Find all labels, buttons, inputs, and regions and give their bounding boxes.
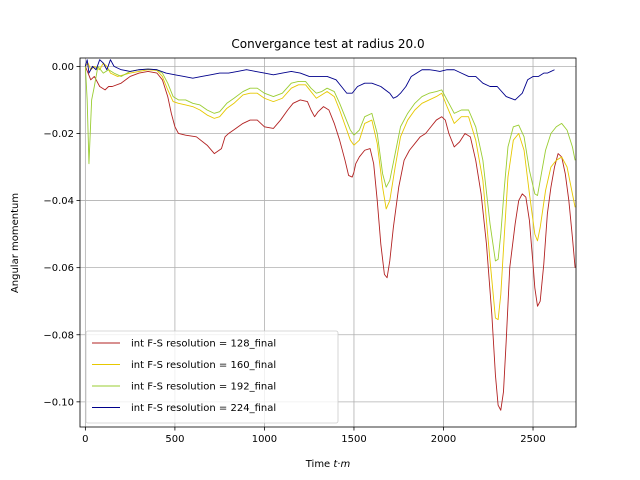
- x-axis-label-var-t: t: [333, 459, 338, 470]
- plot-frame: [79, 57, 577, 428]
- legend-label: int F-S resolution = 128_final: [131, 339, 276, 350]
- y-tick-label: −0.10: [43, 397, 74, 408]
- x-axis-label-var-m: m: [341, 459, 351, 470]
- y-axis-label: Angular momentum: [10, 193, 21, 293]
- legend-box: [85, 330, 339, 424]
- x-tick-label: 500: [165, 434, 184, 445]
- y-axis-ticks: 0.00 −0.02 −0.04 −0.06 −0.08 −0.10: [43, 62, 80, 408]
- y-tick-label: −0.04: [43, 196, 74, 207]
- series-line-4: [84, 59, 555, 101]
- legend-label: int F-S resolution = 192_final: [131, 382, 276, 393]
- series-line-3: [84, 65, 576, 262]
- x-tick-label: 0: [82, 434, 88, 445]
- x-axis-label: Time t·m: [305, 459, 351, 470]
- x-axis-ticks: 0 500 1000 1500 2000 2500: [82, 427, 546, 445]
- series-layer: [84, 59, 576, 411]
- x-tick-label: 2000: [431, 434, 456, 445]
- x-tick-label: 1000: [252, 434, 277, 445]
- x-axis-label-dot: ·: [337, 459, 340, 470]
- y-tick-label: 0.00: [52, 62, 74, 73]
- x-tick-label: 1500: [341, 434, 366, 445]
- series-line-1: [84, 66, 576, 411]
- chart-title: Convergance test at radius 20.0: [231, 37, 424, 51]
- y-tick-label: −0.02: [43, 129, 74, 140]
- legend-label: int F-S resolution = 224_final: [131, 403, 276, 414]
- x-axis-label-prefix: Time: [305, 459, 334, 470]
- x-tick-label: 2500: [520, 434, 545, 445]
- y-tick-label: −0.08: [43, 330, 74, 341]
- y-tick-label: −0.06: [43, 263, 74, 274]
- series-line-2: [85, 62, 576, 321]
- legend-label: int F-S resolution = 160_final: [131, 360, 276, 371]
